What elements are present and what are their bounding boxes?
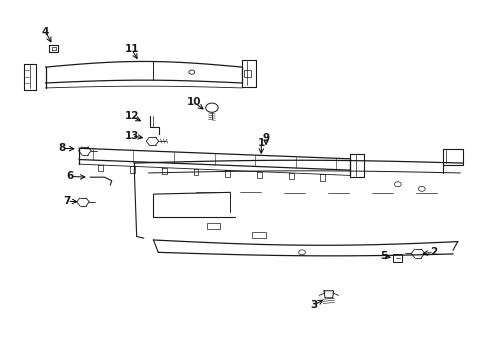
Text: 1: 1 bbox=[257, 138, 264, 148]
Text: 6: 6 bbox=[66, 171, 73, 181]
Text: 3: 3 bbox=[310, 300, 317, 310]
Text: 11: 11 bbox=[124, 45, 139, 54]
Text: 13: 13 bbox=[124, 131, 139, 141]
Text: 8: 8 bbox=[59, 143, 66, 153]
Text: 10: 10 bbox=[186, 98, 201, 107]
Text: 7: 7 bbox=[63, 196, 71, 206]
Bar bbox=[244, 71, 250, 77]
Bar bbox=[206, 223, 220, 229]
Bar bbox=[252, 231, 265, 238]
Text: 5: 5 bbox=[379, 251, 386, 261]
Text: 9: 9 bbox=[262, 133, 269, 143]
Text: 2: 2 bbox=[429, 247, 437, 257]
Text: 4: 4 bbox=[42, 27, 49, 37]
Text: 12: 12 bbox=[124, 112, 139, 121]
